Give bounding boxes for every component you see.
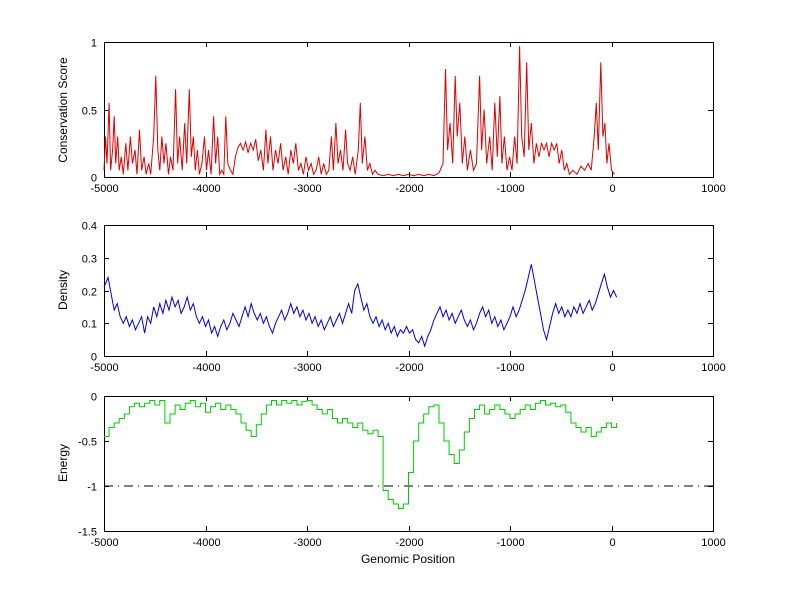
density-x-tick-label: 0	[609, 362, 615, 374]
energy-y-tick-label: -0.5	[78, 437, 97, 449]
energy-y-tick-label: -1.5	[78, 527, 97, 539]
energy-x-tick-label: -3000	[293, 537, 321, 549]
conservation-y-tick-label: 0.5	[82, 106, 97, 118]
density-y-tick-label: 0.3	[82, 254, 97, 266]
density-x-tick-label: -2000	[395, 362, 423, 374]
density-y-tick-label: 0.1	[82, 319, 97, 331]
density-y-tick-label: 0.2	[82, 287, 97, 299]
density-x-tick-label: -1000	[496, 362, 524, 374]
energy-x-tick-label: -1000	[496, 537, 524, 549]
energy-y-tick-label: -1	[87, 482, 97, 494]
xlabel-genomic-position: Genomic Position	[361, 552, 455, 566]
density-axes-box	[104, 225, 714, 357]
energy-y-tick-label: 0	[91, 392, 97, 404]
energy-x-tick-label: -4000	[192, 537, 220, 549]
ylabel-density: Density	[56, 270, 70, 310]
ylabel-conservation-score: Conservation Score	[56, 57, 70, 163]
density-x-tick-label: -5000	[90, 362, 118, 374]
conservation-x-tick-label: -5000	[90, 183, 118, 195]
energy-x-tick-label: -5000	[90, 537, 118, 549]
conservation-x-tick-label: -2000	[395, 183, 423, 195]
conservation-axes-box	[104, 42, 714, 178]
energy-x-tick-label: 1000	[701, 537, 725, 549]
energy-x-tick-label: -2000	[395, 537, 423, 549]
conservation-x-tick-label: -4000	[192, 183, 220, 195]
conservation-x-tick-label: -1000	[496, 183, 524, 195]
density-x-tick-label: 1000	[701, 362, 725, 374]
density-series-line	[103, 264, 618, 348]
conservation-x-tick-label: -3000	[293, 183, 321, 195]
energy-series-line	[104, 400, 618, 509]
density-y-tick-label: 0	[91, 352, 97, 364]
energy-axes-box	[104, 396, 714, 532]
conservation-y-tick-label: 0	[91, 173, 97, 185]
ylabel-energy: Energy	[56, 444, 70, 482]
density-x-tick-label: -4000	[192, 362, 220, 374]
conservation-series-line	[103, 46, 615, 177]
conservation-x-tick-label: 1000	[701, 183, 725, 195]
density-y-tick-label: 0.4	[82, 221, 97, 233]
density-x-tick-label: -3000	[293, 362, 321, 374]
conservation-y-tick-label: 1	[91, 38, 97, 50]
energy-x-tick-label: 0	[609, 537, 615, 549]
conservation-x-tick-label: 0	[609, 183, 615, 195]
